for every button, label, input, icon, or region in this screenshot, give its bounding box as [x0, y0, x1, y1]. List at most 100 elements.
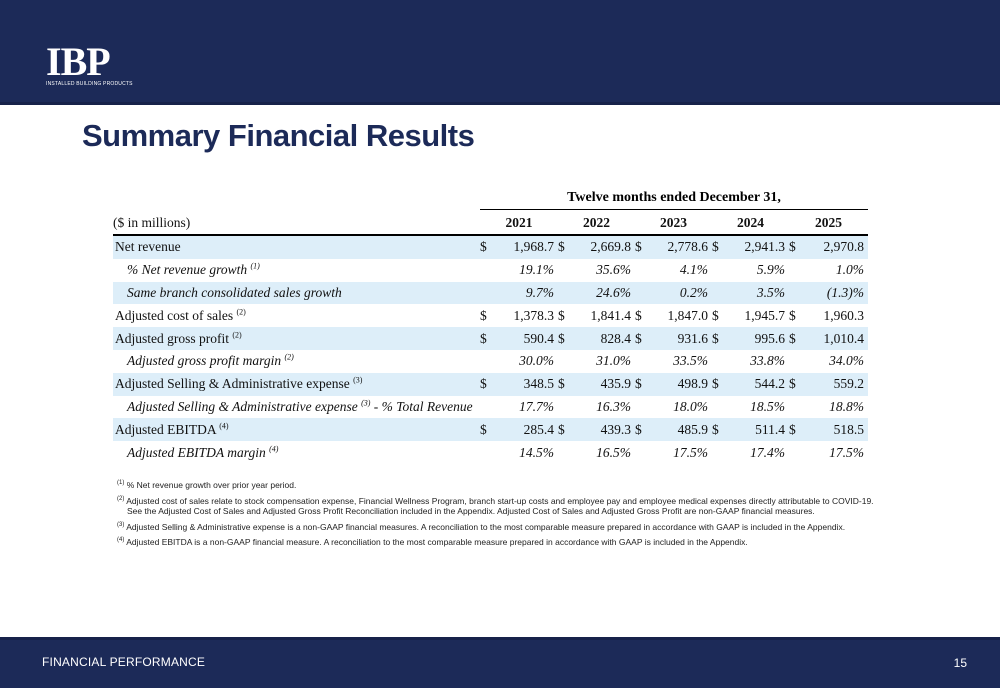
value-cell: 2,941.3: [726, 235, 789, 259]
footnote-text: Adjusted Selling & Administrative expens…: [126, 521, 846, 532]
currency-symbol: $: [480, 418, 494, 442]
value-cell: 0.2%: [649, 281, 712, 305]
row-label: Adjusted EBITDA margin (4): [127, 444, 279, 460]
currency-symbol: $: [558, 418, 572, 442]
currency-symbol: $: [635, 372, 649, 396]
value-cell: 559.2: [803, 372, 868, 396]
value-cell: 17.5%: [829, 444, 864, 460]
currency-symbol: $: [480, 327, 494, 350]
year-header: 2021: [480, 212, 558, 236]
year-header: 2023: [635, 212, 712, 236]
footnote-text: See the Adjusted Cost of Sales and Adjus…: [127, 506, 815, 516]
row-label: Same branch consolidated sales growth: [113, 281, 480, 305]
row-label: Adjusted Selling & Administrative expens…: [113, 372, 480, 396]
currency-symbol: [558, 259, 572, 282]
value-cell: 995.6: [726, 327, 789, 350]
footnote-mark: (1): [117, 480, 125, 487]
currency-symbol: [789, 259, 803, 282]
table-row: Adjusted EBITDA (4) $285.4 $439.3 $485.9 $51…: [113, 418, 868, 442]
table-row: Adjusted gross profit margin (2) 30.0% 31.…: [113, 350, 868, 373]
row-label: Adjusted Selling & Administrative expens…: [127, 398, 473, 414]
row-label: % Net revenue growth (1): [127, 261, 260, 278]
footnote-text: % Net revenue growth over prior year per…: [126, 480, 297, 490]
currency-symbol: [558, 396, 572, 419]
value-cell: 439.3: [572, 418, 635, 442]
currency-symbol: [712, 281, 726, 305]
value-cell: 34.0%: [829, 353, 864, 369]
value-cell: 1,010.4: [803, 327, 868, 350]
table-row: Net revenue $1,968.7 $2,669.8 $2,778.6 $2,94…: [113, 235, 868, 259]
unit-label: ($ in millions): [113, 212, 480, 236]
table-row: Adjusted Selling & Administrative expens…: [113, 372, 868, 396]
currency-symbol: [712, 350, 726, 373]
currency-symbol: $: [789, 327, 803, 350]
currency-symbol: $: [712, 235, 726, 259]
value-cell: 17.4%: [750, 444, 785, 460]
value-cell: 511.4: [726, 418, 789, 442]
row-label: Adjusted gross profit (2): [113, 327, 480, 350]
financial-table: ($ in millions) 2021 2022 2023 2024 2025…: [113, 212, 868, 464]
footnote-mark: (4): [117, 537, 125, 544]
value-cell: 30.0%: [519, 353, 554, 369]
currency-symbol: $: [712, 372, 726, 396]
year-header: 2024: [712, 212, 789, 236]
logo-tagline: INSTALLED BUILDING PRODUCTS: [46, 81, 133, 87]
value-cell: 33.8%: [750, 353, 785, 369]
currency-symbol: $: [558, 327, 572, 350]
footnote-text: Adjusted cost of sales relate to stock c…: [126, 495, 874, 506]
footnote: (3) Adjusted Selling & Administrative ex…: [117, 522, 897, 533]
currency-symbol: [635, 259, 649, 282]
currency-symbol: $: [635, 327, 649, 350]
currency-symbol: [480, 350, 494, 373]
currency-symbol: [635, 350, 649, 373]
header-bar: [0, 0, 1000, 105]
value-cell: 285.4: [494, 418, 558, 442]
currency-symbol: [712, 259, 726, 282]
page-title: Summary Financial Results: [82, 118, 475, 153]
currency-symbol: [480, 441, 494, 464]
value-cell: (1.3)%: [803, 281, 868, 305]
currency-symbol: $: [712, 327, 726, 350]
value-cell: 1,968.7: [494, 235, 558, 259]
currency-symbol: [480, 281, 494, 305]
row-label: Adjusted gross profit margin (2): [127, 352, 294, 369]
value-cell: 18.5%: [750, 398, 785, 414]
currency-symbol: $: [789, 235, 803, 259]
value-cell: 19.1%: [519, 262, 554, 278]
currency-symbol: [712, 441, 726, 464]
currency-symbol: [480, 396, 494, 419]
currency-symbol: $: [789, 418, 803, 442]
footnote: (4) Adjusted EBITDA is a non-GAAP financ…: [117, 537, 897, 548]
value-cell: 35.6%: [596, 262, 631, 278]
value-cell: 3.5%: [726, 281, 789, 305]
value-cell: 17.7%: [519, 398, 554, 414]
value-cell: 9.7%: [494, 281, 558, 305]
currency-symbol: [789, 396, 803, 419]
footnotes: (1) % Net revenue growth over prior year…: [117, 480, 897, 553]
value-cell: 16.5%: [596, 444, 631, 460]
currency-symbol: [558, 350, 572, 373]
footnote-text: Adjusted EBITDA is a non-GAAP financial …: [126, 537, 748, 547]
currency-symbol: $: [712, 307, 719, 323]
year-header: 2022: [558, 212, 635, 236]
footnote: (2) Adjusted cost of sales relate to sto…: [117, 496, 897, 517]
logo-mark: IBP: [46, 39, 111, 84]
table-header-row: ($ in millions) 2021 2022 2023 2024 2025: [113, 212, 868, 236]
value-cell: 1,378.3: [513, 307, 555, 323]
currency-symbol: [558, 281, 572, 305]
currency-symbol: [789, 441, 803, 464]
currency-symbol: [558, 441, 572, 464]
currency-symbol: $: [789, 307, 796, 323]
table-row: Same branch consolidated sales growth 9.7…: [113, 281, 868, 305]
row-label: Adjusted EBITDA (4): [113, 418, 480, 442]
value-cell: 435.9: [572, 372, 635, 396]
footer-section-label: FINANCIAL PERFORMANCE: [42, 655, 206, 669]
value-cell: 1,841.4: [590, 307, 632, 323]
value-cell: 24.6%: [572, 281, 635, 305]
currency-symbol: $: [558, 235, 572, 259]
footnote-mark: (3): [117, 521, 125, 528]
value-cell: 518.5: [803, 418, 868, 442]
footer-bar: [0, 637, 1000, 688]
value-cell: 1.0%: [835, 262, 864, 278]
currency-symbol: [635, 441, 649, 464]
